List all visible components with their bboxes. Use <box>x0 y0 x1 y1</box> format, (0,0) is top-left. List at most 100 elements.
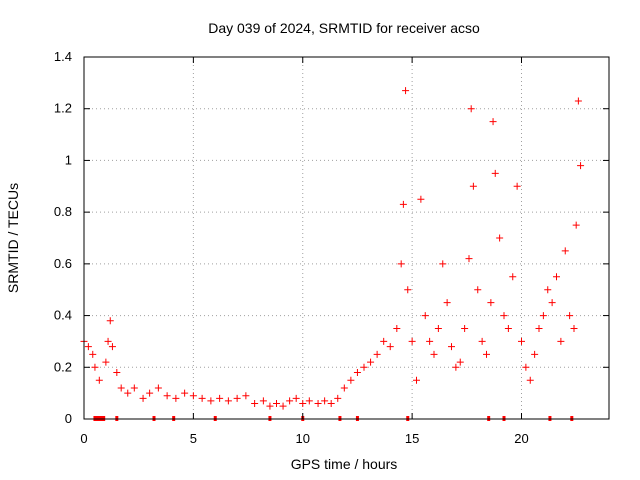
data-point <box>273 399 280 407</box>
data-point <box>386 343 394 351</box>
data-point <box>487 299 495 307</box>
data-point <box>531 350 539 358</box>
data-point <box>266 402 274 410</box>
data-point <box>557 337 565 345</box>
data-point <box>163 392 171 400</box>
data-point <box>367 358 375 366</box>
data-point <box>84 343 92 351</box>
data-point <box>544 286 552 294</box>
data-point <box>526 376 534 384</box>
data-point <box>224 397 232 405</box>
data-point <box>292 394 300 402</box>
data-point <box>577 162 585 170</box>
data-point <box>439 260 447 268</box>
data-points <box>80 87 585 410</box>
data-point <box>353 368 361 376</box>
plot-frame <box>83 56 610 420</box>
y-tick-label: 0 <box>65 411 72 426</box>
data-point <box>489 118 497 126</box>
x-tick-label: 5 <box>190 431 197 446</box>
data-point <box>189 392 197 400</box>
data-point <box>522 363 530 371</box>
y-tick-label: 1 <box>65 152 72 167</box>
data-point <box>491 169 499 177</box>
data-point <box>207 397 215 405</box>
data-point <box>539 312 547 320</box>
data-point <box>91 363 99 371</box>
data-point <box>417 195 425 203</box>
data-point <box>399 200 407 208</box>
data-point <box>561 247 569 255</box>
data-point <box>279 402 287 410</box>
data-point <box>181 389 189 397</box>
data-point <box>443 299 451 307</box>
axis-ticks: 0 0.2 0.4 0.6 0.8 1 1.2 1.4 0 5 10 15 20 <box>54 49 609 446</box>
data-point <box>456 358 464 366</box>
data-point <box>474 286 482 294</box>
data-point <box>314 399 322 407</box>
data-point <box>434 325 442 332</box>
data-point <box>299 399 307 407</box>
y-tick-label: 1.4 <box>54 49 72 64</box>
data-point <box>404 286 412 294</box>
data-point <box>500 312 508 320</box>
data-point <box>117 384 125 392</box>
data-point <box>483 350 490 358</box>
x-axis-label: GPS time / hours <box>291 456 398 472</box>
data-point <box>426 337 434 345</box>
data-point <box>198 394 206 402</box>
data-point <box>402 87 410 95</box>
data-point <box>146 389 154 397</box>
data-point <box>448 343 455 351</box>
data-point <box>408 337 416 345</box>
data-point <box>504 325 512 332</box>
data-point <box>469 182 477 190</box>
data-point <box>535 325 543 332</box>
data-point <box>251 399 259 407</box>
data-point <box>124 389 132 397</box>
data-point <box>421 312 429 320</box>
data-point <box>340 384 348 392</box>
x-tick-label: 20 <box>514 431 528 446</box>
data-point <box>106 317 114 325</box>
data-point <box>327 399 335 407</box>
data-point <box>467 105 475 113</box>
data-point <box>104 337 112 345</box>
data-point <box>102 358 110 366</box>
data-point <box>553 273 560 281</box>
data-point <box>305 397 313 405</box>
data-point <box>570 325 578 332</box>
data-point <box>130 384 138 392</box>
data-point <box>286 397 294 405</box>
data-point <box>513 182 521 190</box>
data-point <box>154 384 162 392</box>
data-point <box>397 260 405 268</box>
data-point <box>393 325 401 332</box>
data-point <box>452 363 460 371</box>
x-tick-label: 15 <box>405 431 419 446</box>
grid <box>84 57 609 419</box>
data-point <box>216 394 224 402</box>
data-point <box>95 376 103 384</box>
y-tick-label: 0.4 <box>54 308 72 323</box>
data-point <box>233 394 241 402</box>
data-point <box>518 337 525 345</box>
data-point <box>413 376 420 384</box>
x-tick-label: 10 <box>296 431 310 446</box>
data-point <box>242 392 250 400</box>
data-point <box>334 394 342 402</box>
x-tick-label: 0 <box>80 431 87 446</box>
data-point <box>430 350 438 358</box>
chart-title: Day 039 of 2024, SRMTID for receiver acs… <box>208 20 480 36</box>
data-point <box>572 221 580 229</box>
data-point <box>496 234 504 242</box>
data-point <box>509 273 517 281</box>
data-point <box>373 350 381 358</box>
data-point <box>347 376 355 384</box>
data-point <box>89 350 97 358</box>
data-point <box>380 337 388 345</box>
y-tick-label: 1.2 <box>54 101 72 116</box>
data-point <box>139 394 147 402</box>
data-point <box>360 363 368 371</box>
